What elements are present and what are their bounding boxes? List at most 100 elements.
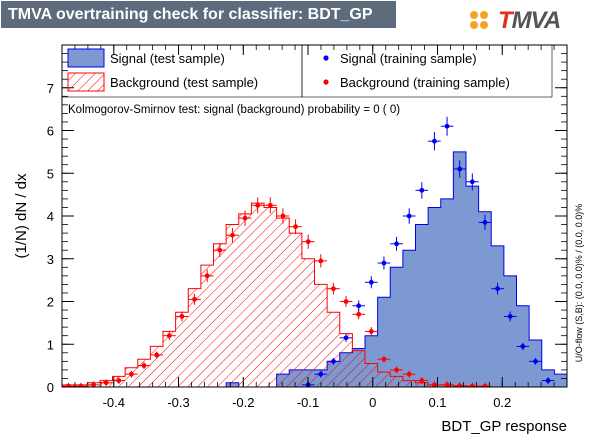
background-train-marker [166,333,172,339]
background-train-marker [469,383,475,387]
background-train-point [175,311,189,322]
signal-train-point [365,276,378,289]
signal-train-point [503,311,517,322]
background-train-point [289,219,302,235]
background-train-marker [129,371,134,377]
x-tick-label: -0.2 [232,395,254,410]
x-tick-label: 0.2 [493,395,511,410]
signal-train-point [478,214,492,230]
legend-box-right [301,44,553,98]
background-train-marker [381,356,387,362]
signal-train-marker [482,220,488,225]
signal-train-marker [457,166,463,172]
y-tick-label: 5 [47,166,54,181]
signal-train-point [352,300,365,312]
signal-train-marker [343,335,349,341]
overflow-text: U/O-flow (S,B): (0.0, 0.0)% / (0.0, 0.0)… [574,204,584,363]
background-train-point [365,327,378,336]
background-train-marker [103,380,109,386]
tmva-logo: TMVA [470,5,565,35]
legend-background-train-marker [323,79,329,85]
background-train-marker [78,383,84,387]
signal-train-point [516,342,530,351]
legend-signal-train-label: Signal (training sample) [340,51,477,66]
background-train-marker [331,286,336,292]
background-train-point [339,296,353,307]
signal-train-point [314,370,328,378]
background-train-marker [116,378,122,383]
background-train-point [238,210,252,226]
background-train-point [314,254,328,268]
signal-train-marker [520,343,526,349]
y-tick-label: 6 [47,124,54,139]
y-tick-label: 3 [47,252,54,267]
signal-train-point [491,282,504,295]
background-train-marker [242,215,248,221]
signal-train-point [440,116,454,136]
background-train-point [188,293,201,305]
signal-train-point [466,173,479,191]
signal-train-marker [444,123,450,129]
signal-train-point [377,256,391,270]
background-train-point [377,355,391,363]
y-tick-label: 1 [47,337,54,352]
signal-train-point [415,182,429,199]
signal-train-point [402,208,416,224]
x-axis-label: BDT_GP response [441,418,567,435]
background-train-point [390,366,403,374]
logo-text: TMVA [498,7,561,34]
background-train-marker [141,363,147,369]
background-train-point [87,381,100,387]
background-train-point [150,351,163,359]
signal-train-marker [469,179,475,185]
y-axis-label: (1/N) dN / dx [13,173,30,259]
x-tick-label: -0.3 [167,395,189,410]
background-train-point [62,382,75,387]
legend-background-test-swatch [67,72,105,92]
x-tick-label: 0.1 [428,395,446,410]
signal-train-marker [331,358,336,364]
background-train-point [453,382,466,387]
signal-train-marker [495,286,500,292]
signal-train-marker [507,314,513,319]
logo-dots-icon [470,11,494,31]
signal-train-point [453,160,466,178]
background-train-marker [482,383,488,387]
signal-train-marker [419,187,425,193]
background-train-marker [280,213,286,219]
legend-signal-train-marker [323,55,329,61]
background-train-marker [394,367,399,373]
background-train-marker [356,311,362,317]
background-train-point [301,234,315,249]
background-train-point [327,282,340,295]
legend-background-test-label: Background (test sample) [110,75,258,90]
background-train-marker [154,352,160,358]
background-train-marker [293,224,298,230]
background-train-point [213,243,227,258]
ks-test-text: Kolmogorov-Smirnov test: signal (backgro… [68,104,400,116]
y-tick-label: 2 [47,295,54,310]
signal-train-marker [381,260,387,266]
background-train-marker [343,299,349,304]
background-train-marker [217,247,223,253]
background-train-marker [444,382,450,387]
signal-train-marker [545,378,551,383]
signal-train-marker [356,303,362,309]
background-train-marker [406,371,412,377]
x-tick-label: -0.1 [297,395,319,410]
background-train-marker [419,378,425,383]
background-train-point [440,381,454,387]
x-tick-label: -0.4 [103,395,125,410]
background-train-point [226,227,239,243]
background-train-point [99,379,113,387]
background-train-marker [432,382,437,387]
background-train-marker [192,296,197,302]
signal-train-point [390,236,403,251]
background-train-point [402,370,416,378]
signal-train-marker [368,279,374,285]
background-train-point [251,197,264,214]
background-train-marker [65,383,71,387]
background-train-marker [179,314,185,319]
plot-title: TMVA overtraining check for classifier: … [1,1,396,28]
